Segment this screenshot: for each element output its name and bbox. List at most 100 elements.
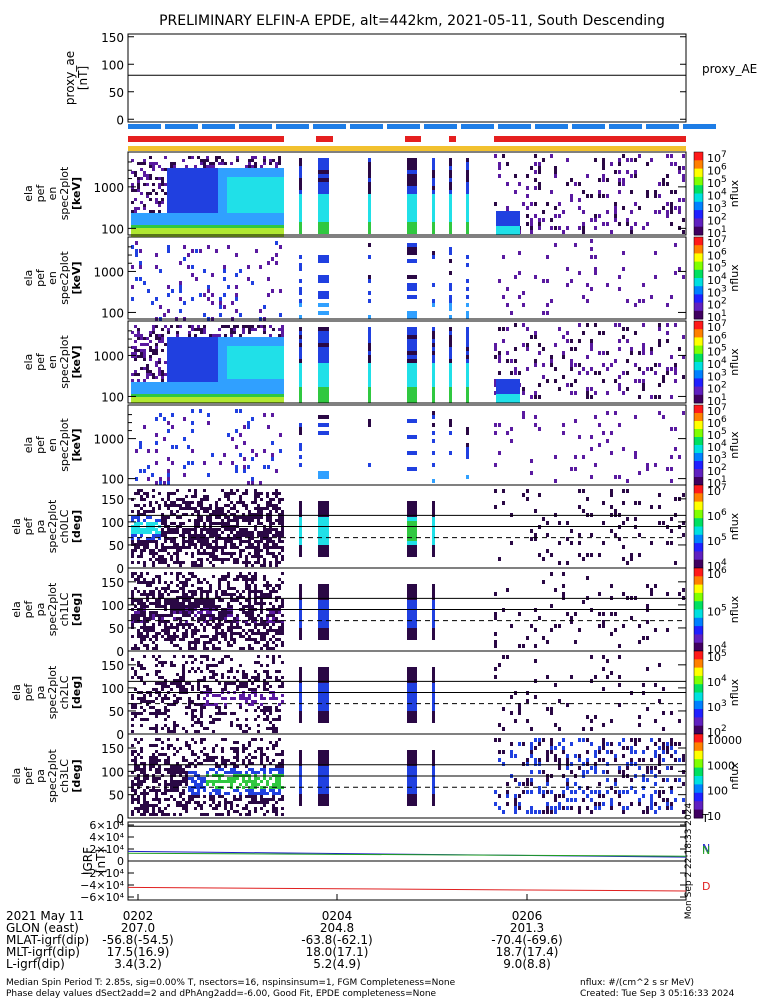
spectrogram-cell bbox=[167, 210, 170, 213]
spectrogram-cell bbox=[185, 201, 188, 204]
spectrogram-cell bbox=[654, 210, 657, 214]
spectrogram-cell bbox=[670, 455, 673, 459]
spectrogram-cell bbox=[203, 394, 206, 397]
spectrogram-cell bbox=[554, 455, 557, 459]
spectrogram-cell bbox=[318, 178, 329, 182]
spectrogram-cell bbox=[176, 186, 179, 189]
spectrogram-cell bbox=[666, 202, 669, 206]
spectrogram-cell bbox=[218, 171, 221, 174]
spectrogram-cell bbox=[149, 349, 152, 352]
spectrogram-cell bbox=[233, 373, 236, 376]
spectrogram-cell bbox=[466, 475, 469, 479]
spectrogram-cell bbox=[179, 367, 182, 370]
spectrogram-cell bbox=[466, 170, 469, 174]
spectrogram-cell bbox=[219, 297, 222, 301]
spectrogram-cell bbox=[171, 425, 174, 429]
spectrogram-cell bbox=[155, 531, 158, 534]
spectrogram-cell bbox=[245, 555, 248, 558]
spectrogram-cell bbox=[281, 192, 284, 195]
spectrogram-cell bbox=[466, 222, 469, 226]
spectrogram-cell bbox=[227, 370, 230, 373]
spectrogram-cell bbox=[239, 219, 242, 222]
spectrogram-cell bbox=[227, 364, 230, 367]
spectrogram-cell bbox=[182, 213, 185, 216]
spectrogram-cell bbox=[570, 178, 573, 182]
spectrogram-cell bbox=[254, 361, 257, 364]
spectrogram-cell bbox=[432, 158, 435, 162]
spectrogram-cell bbox=[173, 626, 176, 629]
spectrogram-cell bbox=[236, 189, 239, 192]
spectrogram-cell bbox=[215, 337, 218, 340]
spectrogram-cell bbox=[135, 449, 138, 453]
spectrogram-cell bbox=[257, 549, 260, 552]
spectrogram-cell bbox=[194, 546, 197, 549]
spectrogram-cell bbox=[251, 192, 254, 195]
spectrogram-cell bbox=[161, 349, 164, 352]
spectrogram-cell bbox=[188, 537, 191, 540]
spectrogram-cell bbox=[432, 509, 435, 513]
spectrogram-cell bbox=[281, 334, 284, 337]
spectrogram-cell bbox=[682, 521, 685, 525]
spectrogram-cell bbox=[137, 228, 140, 231]
spectrogram-cell bbox=[269, 522, 272, 525]
spectrogram-cell bbox=[215, 177, 218, 180]
spectrogram-cell bbox=[206, 192, 209, 195]
spectrogram-cell bbox=[161, 635, 164, 638]
spectrogram-cell bbox=[221, 340, 224, 343]
spectrogram-cell bbox=[670, 355, 673, 359]
spectrogram-cell bbox=[188, 519, 191, 522]
spectrogram-cell bbox=[212, 373, 215, 376]
spectrogram-cell bbox=[200, 519, 203, 522]
spectrogram-cell bbox=[674, 243, 677, 247]
spectrogram-cell bbox=[221, 629, 224, 632]
spectrogram-cell bbox=[200, 219, 203, 222]
spectrogram-cell bbox=[164, 183, 167, 186]
spectrogram-cell bbox=[188, 382, 191, 385]
spectrogram-cell bbox=[185, 540, 188, 543]
spectrogram-cell bbox=[269, 385, 272, 388]
spectrogram-cell bbox=[215, 531, 218, 534]
spectrogram-cell bbox=[582, 222, 585, 226]
spectrogram-cell bbox=[188, 177, 191, 180]
spectrogram-cell bbox=[263, 198, 266, 201]
spectrogram-cell bbox=[254, 225, 257, 228]
colorbar-tick-label: 10 bbox=[707, 274, 721, 287]
spectrogram-cell bbox=[209, 355, 212, 358]
spectrogram-cell bbox=[194, 213, 197, 216]
spectrogram-cell bbox=[602, 178, 605, 182]
spectrogram-cell bbox=[200, 177, 203, 180]
spectrogram-cell bbox=[197, 513, 200, 516]
spectrogram-cell bbox=[224, 373, 227, 376]
spectrogram-cell bbox=[266, 189, 269, 192]
spectrogram-cell bbox=[173, 343, 176, 346]
spectrogram-cell bbox=[666, 182, 669, 186]
spectrogram-cell bbox=[266, 364, 269, 367]
status-segment bbox=[316, 136, 333, 142]
spectrogram-cell bbox=[245, 343, 248, 346]
spectrogram-cell bbox=[143, 602, 146, 605]
spectrogram-cell bbox=[281, 510, 284, 513]
spectrogram-cell bbox=[206, 373, 209, 376]
y-axis-label: pef bbox=[34, 268, 47, 287]
spectrogram-cell bbox=[224, 504, 227, 507]
spectrogram-cell bbox=[185, 599, 188, 602]
spectrogram-cell bbox=[179, 617, 182, 620]
spectrogram-cell bbox=[182, 623, 185, 626]
spectrogram-cell bbox=[137, 629, 140, 632]
spectrogram-cell bbox=[146, 391, 149, 394]
spectrogram-cell bbox=[137, 617, 140, 620]
spectrogram-cell bbox=[224, 228, 227, 231]
spectrogram-cell bbox=[432, 379, 435, 383]
spectrogram-cell bbox=[275, 204, 278, 207]
spectrogram-cell bbox=[254, 207, 257, 210]
spectrogram-cell bbox=[269, 231, 272, 234]
spectrogram-cell bbox=[179, 388, 182, 391]
spectrogram-cell bbox=[449, 379, 452, 383]
spectrogram-cell bbox=[143, 379, 146, 382]
spectrogram-cell bbox=[167, 632, 170, 635]
spectrogram-cell bbox=[167, 564, 170, 567]
spectrogram-cell bbox=[266, 495, 269, 498]
colorbar-tick-exponent: 5 bbox=[721, 344, 727, 354]
spectrogram-cell bbox=[185, 231, 188, 234]
spectrogram-cell bbox=[218, 537, 221, 540]
